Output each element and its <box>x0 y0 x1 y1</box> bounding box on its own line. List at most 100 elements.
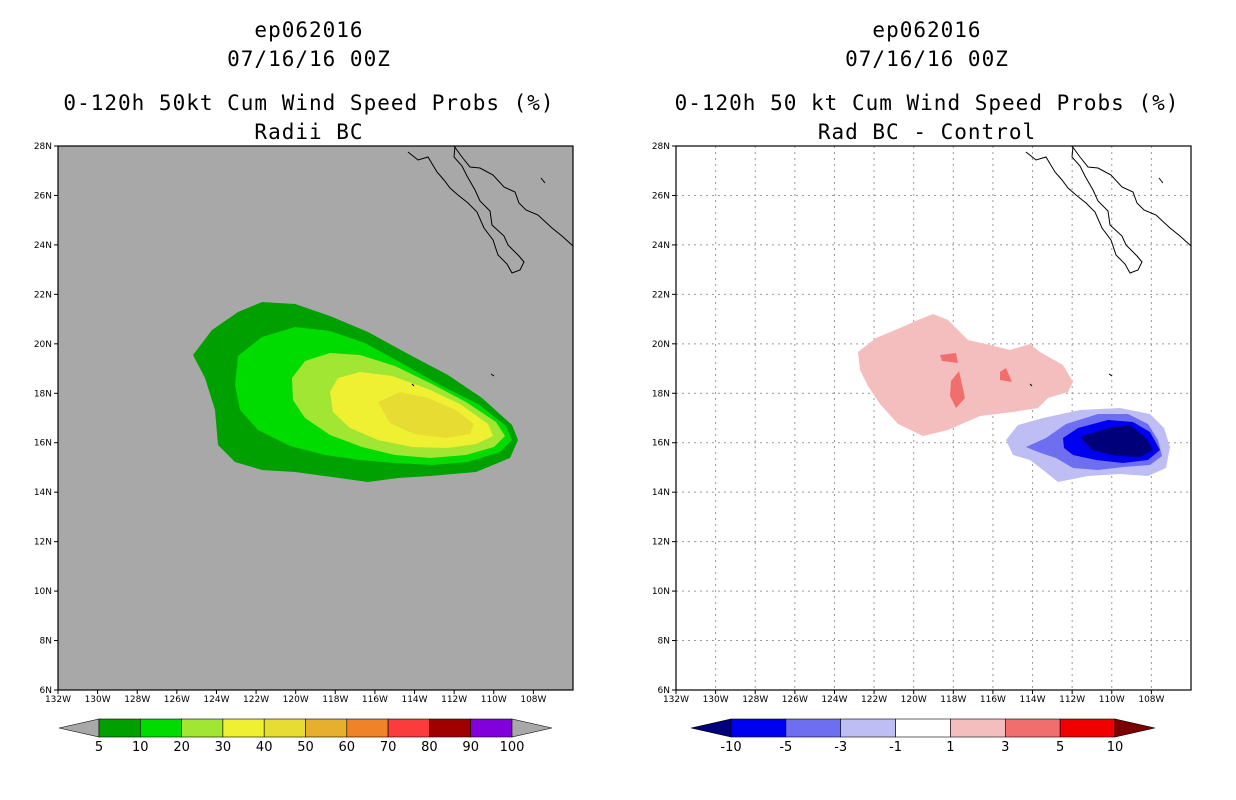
y-tick-label: 14N <box>34 488 52 498</box>
contour-40pct <box>378 392 474 438</box>
colorbar-label: 40 <box>256 740 273 755</box>
y-tick-label: 12N <box>34 538 52 548</box>
colorbar-label: 90 <box>462 740 479 755</box>
y-tick-label: 6N <box>40 686 52 696</box>
right-colorbar: -10 -5 -3 -1 1 3 5 10 <box>690 718 1156 755</box>
x-tick-label: 120W <box>901 695 927 705</box>
x-tick-label: 110W <box>481 695 507 705</box>
y-tick-label: 16N <box>652 439 670 449</box>
left-map-frame <box>57 145 574 691</box>
colorbar-swatch <box>222 718 265 738</box>
x-tick-label: 126W <box>782 695 808 705</box>
colorbar-swatch <box>98 718 141 738</box>
x-tick-label: 116W <box>980 695 1006 705</box>
x-tick-label: 122W <box>861 695 887 705</box>
x-tick-label: 126W <box>164 695 190 705</box>
x-tick-label: 112W <box>441 695 467 705</box>
colorbar-label: 10 <box>1107 740 1124 755</box>
left-axes: 6N 8N 10N 12N 14N 16N 18N 20N 22N 24N 26N 28N 132W 13… <box>34 142 547 705</box>
x-tick-label: 110W <box>1099 695 1125 705</box>
y-tick-label: 28N <box>652 142 670 152</box>
colorbar-swatch <box>140 718 182 738</box>
colorbar-swatch <box>470 718 513 738</box>
colorbar-label: 80 <box>421 740 438 755</box>
y-tick-label: 10N <box>34 587 52 597</box>
contour-positive-3c <box>1000 368 1012 382</box>
colorbar-label: -10 <box>720 740 741 755</box>
x-tick-label: 120W <box>283 695 309 705</box>
x-tick-label: 124W <box>821 695 847 705</box>
left-title-1: ep062016 <box>254 18 364 42</box>
colorbar-swatch <box>730 718 787 738</box>
colorbar-label: 1 <box>946 740 954 755</box>
y-tick-label: 8N <box>658 637 670 647</box>
left-map: 6N 8N 10N 12N 14N 16N 18N 20N 22N 24N 26N 28N 132W 13… <box>34 142 574 755</box>
colorbar-label: 3 <box>1001 740 1009 755</box>
y-tick-label: 18N <box>34 389 52 399</box>
y-tick-label: 20N <box>34 340 52 350</box>
x-tick-label: 118W <box>940 695 966 705</box>
x-tick-label: 118W <box>322 695 348 705</box>
x-tick-label: 108W <box>1138 695 1164 705</box>
right-title-4: Rad BC - Control <box>817 120 1037 144</box>
colorbar-label: 30 <box>215 740 232 755</box>
colorbar-label: 100 <box>500 740 525 755</box>
colorbar-label: 50 <box>297 740 314 755</box>
colorbar-label: -3 <box>834 740 847 755</box>
right-contours <box>858 314 1170 482</box>
y-tick-label: 10N <box>652 587 670 597</box>
colorbar-swatch <box>429 718 471 738</box>
colorbar-label: 20 <box>173 740 190 755</box>
colorbar-high-arrow <box>511 718 553 738</box>
colorbar-low-arrow <box>690 718 732 738</box>
colorbar-label: 10 <box>132 740 149 755</box>
colorbar-swatch <box>263 718 306 738</box>
y-tick-label: 12N <box>652 538 670 548</box>
colorbar-swatch <box>387 718 430 738</box>
y-tick-label: 26N <box>652 191 670 201</box>
x-tick-label: 114W <box>1019 695 1045 705</box>
colorbar-label: 5 <box>95 740 103 755</box>
x-tick-label: 112W <box>1059 695 1085 705</box>
left-colorbar: 5 10 20 30 40 50 60 70 80 90 100 <box>58 718 553 755</box>
colorbar-label: 5 <box>1056 740 1064 755</box>
y-tick-label: 26N <box>34 191 52 201</box>
y-tick-label: 8N <box>40 637 52 647</box>
x-tick-label: 130W <box>703 695 729 705</box>
y-tick-label: 24N <box>34 241 52 251</box>
colorbar-label: 60 <box>339 740 356 755</box>
y-tick-label: 16N <box>34 439 52 449</box>
y-tick-label: 18N <box>652 389 670 399</box>
y-tick-label: 22N <box>652 290 670 300</box>
contour-positive-1 <box>858 314 1073 436</box>
colorbar-swatch <box>346 718 389 738</box>
x-tick-label: 132W <box>663 695 689 705</box>
x-tick-label: 108W <box>520 695 546 705</box>
left-contours <box>193 302 518 482</box>
colorbar-swatch <box>1059 718 1116 738</box>
y-tick-label: 6N <box>658 686 670 696</box>
x-tick-label: 116W <box>362 695 388 705</box>
colorbar-swatch <box>840 718 896 738</box>
colorbar-swatch <box>181 718 224 738</box>
colorbar-high-arrow <box>1114 718 1156 738</box>
colorbar-label: -5 <box>779 740 792 755</box>
colorbar-swatch <box>950 718 1006 738</box>
right-panel: ep062016 07/16/16 00Z 0-120h 50 kt Cum W… <box>618 0 1236 800</box>
x-tick-label: 132W <box>45 695 71 705</box>
y-tick-label: 22N <box>34 290 52 300</box>
contour-negative-10 <box>1080 425 1153 457</box>
colorbar-label: 70 <box>380 740 397 755</box>
x-tick-label: 128W <box>124 695 150 705</box>
x-tick-label: 124W <box>203 695 229 705</box>
contour-positive-3b <box>950 371 965 408</box>
x-tick-label: 128W <box>742 695 768 705</box>
y-tick-label: 20N <box>652 340 670 350</box>
right-title-2: 07/16/16 00Z <box>845 47 1009 71</box>
right-title-3: 0-120h 50 kt Cum Wind Speed Probs (%) <box>674 91 1180 115</box>
left-title-4: Radii BC <box>254 120 364 144</box>
left-coastline <box>407 145 574 387</box>
right-coastline <box>1025 145 1192 387</box>
right-title-1: ep062016 <box>872 18 982 42</box>
